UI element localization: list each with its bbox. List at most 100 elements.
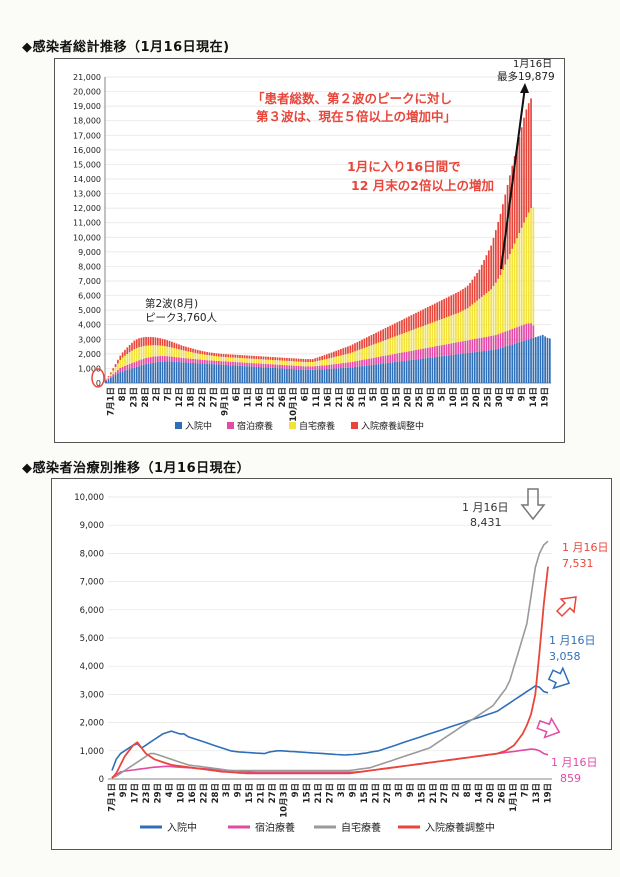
bar-segment [497, 221, 500, 279]
bar-segment [485, 293, 488, 337]
bar-segment [159, 345, 162, 357]
bar-segment [304, 366, 307, 370]
bar-segment [398, 361, 401, 383]
bar-segment [443, 318, 446, 345]
bar-segment [502, 347, 504, 383]
bar-segment [159, 361, 162, 383]
bar-segment [464, 309, 467, 341]
bar-segment [375, 332, 377, 344]
bar-segment [530, 98, 532, 209]
bar-segment [164, 346, 166, 357]
bar-segment [351, 367, 354, 383]
bar-segment [201, 351, 204, 355]
bar-segment [321, 359, 323, 366]
bar-segment [302, 366, 305, 370]
bar-segment [438, 319, 441, 346]
bar-segment [337, 349, 340, 357]
bar-segment [300, 366, 302, 370]
bar-segment [379, 330, 382, 342]
bar-segment [337, 363, 340, 369]
bar-segment [419, 358, 422, 383]
bar-segment [241, 362, 244, 366]
bar-segment [281, 357, 284, 361]
bar-segment [250, 358, 253, 364]
x-tick-label: 8日 [118, 387, 128, 401]
bar-segment [516, 146, 518, 239]
x-tick-label: 1月1日 [509, 783, 519, 812]
bar-segment [448, 296, 450, 317]
bar-segment [328, 358, 331, 365]
legend-label: 自宅療養 [341, 821, 381, 834]
bar-segment [246, 362, 248, 367]
bar-segment [513, 343, 516, 383]
legend-swatch [351, 422, 358, 429]
bar-segment [429, 323, 431, 348]
bar-segment [476, 272, 478, 301]
bar-segment [119, 359, 122, 368]
bar-segment [492, 285, 495, 336]
bar-segment [506, 345, 509, 383]
bar-segment [220, 364, 223, 383]
bar-segment [396, 335, 399, 354]
bar-segment [185, 350, 187, 359]
bar-segment [262, 363, 265, 368]
bar-segment [180, 349, 183, 358]
y-tick-label: 10,000 [73, 233, 101, 242]
x-tick-label: 3日 [337, 783, 347, 797]
series-line [111, 540, 549, 779]
bar-segment [206, 363, 208, 383]
x-tick-label: 25日 [483, 387, 493, 407]
bar-segment [117, 363, 119, 371]
bar-segment [415, 328, 417, 350]
bar-segment [288, 368, 291, 383]
bar-segment [459, 341, 462, 354]
bar-segment [107, 379, 110, 383]
bar-segment [530, 338, 532, 383]
bar-segment [379, 363, 382, 383]
bar-segment [476, 300, 478, 339]
bar-segment [412, 350, 415, 360]
bar-segment [297, 358, 300, 362]
bar-segment [382, 329, 385, 341]
bar-segment [225, 361, 227, 365]
x-tick-label: 17日 [130, 783, 140, 803]
bar-segment [344, 367, 347, 383]
bar-segment [499, 348, 502, 383]
bar-segment [175, 348, 178, 358]
bar-segment [110, 372, 112, 374]
bar-segment [295, 369, 298, 383]
bar-segment [236, 357, 239, 363]
bar-segment [356, 360, 359, 367]
legend-swatch [175, 422, 182, 429]
bar-segment [203, 351, 206, 355]
bar-segment [441, 300, 443, 320]
bar-segment [290, 365, 293, 370]
y-tick-label: 1,000 [78, 364, 101, 373]
bar-segment [426, 357, 429, 383]
bar-segment [520, 341, 523, 383]
bar-segment [182, 358, 185, 363]
x-tick-label: 16日 [255, 387, 265, 407]
bar-segment [199, 353, 201, 360]
bar-segment [361, 366, 363, 383]
y-tick-label: 21,000 [73, 73, 101, 82]
bar-segment [156, 337, 159, 346]
bar-segment [356, 350, 359, 361]
bar-segment [375, 343, 377, 358]
x-tick-label: 16日 [324, 387, 334, 407]
bar-segment [229, 354, 232, 358]
bar-segment [530, 323, 532, 339]
x-tick-label: 9日 [518, 387, 528, 401]
bar-segment [511, 248, 514, 329]
annotation-arrow-gray [520, 488, 546, 521]
bar-segment [410, 359, 413, 383]
y-tick-label: 20,000 [73, 88, 101, 97]
bar-segment [351, 344, 354, 353]
bar-segment [253, 363, 255, 367]
bar-segment [347, 362, 349, 368]
bar-segment [311, 362, 314, 367]
bar-segment [436, 320, 438, 346]
bar-segment [469, 352, 471, 383]
bar-segment [485, 255, 488, 294]
bar-segment [464, 340, 467, 354]
